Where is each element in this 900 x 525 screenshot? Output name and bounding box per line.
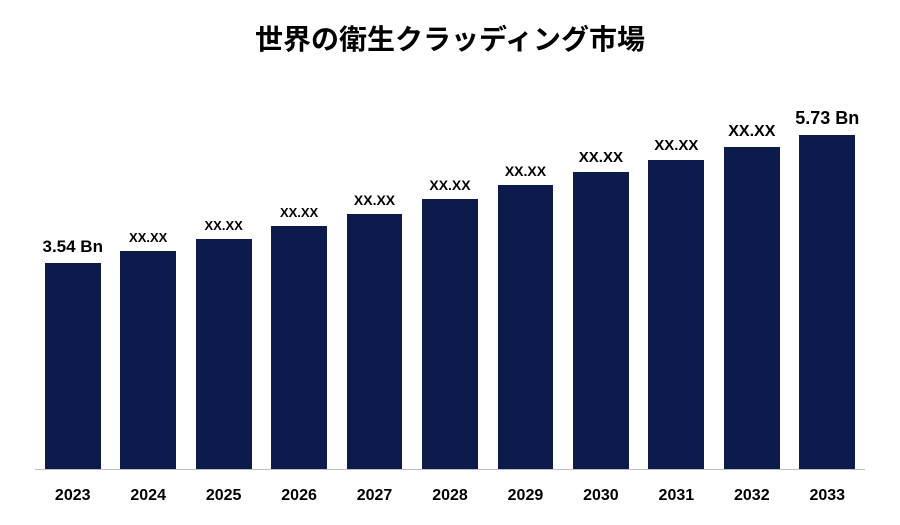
bar-value-label: XX.XX [654, 137, 698, 154]
x-axis-label: 2032 [714, 487, 789, 505]
x-axis-labels: 2023202420252026202720282029203020312032… [35, 487, 865, 505]
bar-value-label: XX.XX [204, 218, 242, 233]
bar [120, 251, 176, 470]
x-axis-label: 2033 [790, 487, 865, 505]
bar [422, 199, 478, 470]
x-axis-label: 2028 [412, 487, 487, 505]
bar-chart: 世界の衛生クラッディング市場 3.54 Bn XX.XX XX.XX XX.XX XX.… [0, 0, 900, 525]
bar [347, 214, 403, 470]
bar [648, 160, 704, 470]
bar [196, 239, 252, 470]
x-axis-label: 2031 [639, 487, 714, 505]
bar-slot: XX.XX [110, 90, 185, 470]
bars-container: 3.54 Bn XX.XX XX.XX XX.XX XX.XX XX.XX XX.XX XX.… [35, 90, 865, 470]
bar-value-label: XX.XX [728, 123, 775, 141]
bar-slot: XX.XX [639, 90, 714, 470]
bar [271, 226, 327, 470]
bar-slot: 3.54 Bn [35, 90, 110, 470]
bar-slot: XX.XX [714, 90, 789, 470]
plot-area: 3.54 Bn XX.XX XX.XX XX.XX XX.XX XX.XX XX.XX XX.… [35, 90, 865, 470]
x-axis-label: 2026 [261, 487, 336, 505]
x-axis-label: 2025 [186, 487, 261, 505]
bar-slot: XX.XX [261, 90, 336, 470]
bar [799, 135, 855, 470]
bar-value-label: XX.XX [354, 192, 395, 208]
bar-slot: XX.XX [186, 90, 261, 470]
x-axis-label: 2023 [35, 487, 110, 505]
x-axis-label: 2030 [563, 487, 638, 505]
bar-value-label: XX.XX [429, 177, 470, 193]
bar-slot: XX.XX [563, 90, 638, 470]
x-axis-line [35, 469, 865, 470]
bar [573, 172, 629, 470]
bar [498, 185, 554, 470]
bar [724, 147, 780, 470]
bar-slot: 5.73 Bn [790, 90, 865, 470]
bar-slot: XX.XX [488, 90, 563, 470]
chart-title: 世界の衛生クラッディング市場 [0, 18, 900, 58]
x-axis-label: 2027 [337, 487, 412, 505]
bar-value-label: XX.XX [280, 205, 318, 220]
x-axis-label: 2024 [110, 487, 185, 505]
bar-slot: XX.XX [337, 90, 412, 470]
bar-value-label: XX.XX [579, 149, 623, 166]
bar-value-label: 5.73 Bn [795, 108, 859, 129]
bar-value-label: 3.54 Bn [42, 237, 102, 257]
x-axis-label: 2029 [488, 487, 563, 505]
bar-value-label: XX.XX [505, 163, 546, 179]
bar [45, 263, 101, 470]
bar-value-label: XX.XX [129, 230, 167, 245]
bar-slot: XX.XX [412, 90, 487, 470]
